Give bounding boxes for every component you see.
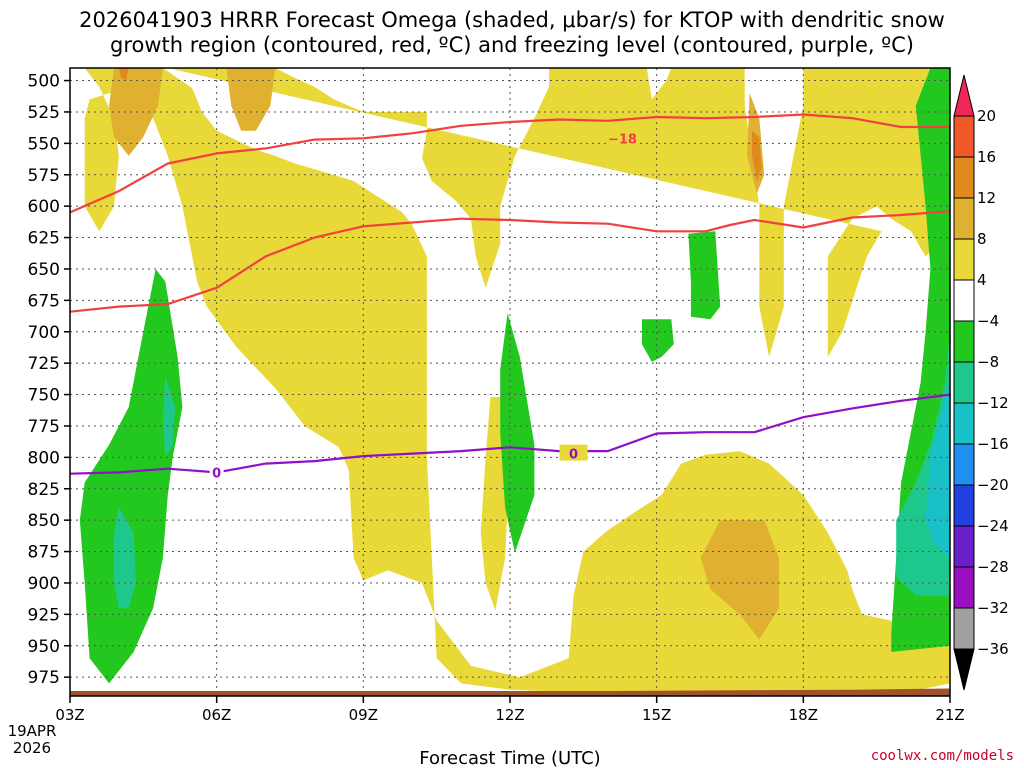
colorbar-swatch-6	[953, 320, 975, 363]
omega-neg8-to-neg12-left-b	[162, 375, 176, 458]
colorbar-label-7: −12	[977, 394, 1009, 412]
colorbar-swatch-13	[953, 607, 975, 650]
y-tick-label-775: 775	[28, 417, 60, 437]
y-tick-label-725: 725	[28, 354, 60, 374]
y-tick-label-500: 500	[28, 72, 60, 92]
y-tick-label-850: 850	[28, 511, 60, 531]
chart-title-line1: 2026041903 HRRR Forecast Omega (shaded, …	[79, 8, 945, 32]
y-tick-label-600: 600	[28, 197, 60, 217]
y-tick-label-650: 650	[28, 260, 60, 280]
colorbar-label-13: −36	[977, 640, 1009, 658]
y-tick-label-875: 875	[28, 543, 60, 563]
x-tick-label-21Z: 21Z	[935, 706, 964, 724]
y-tick-label-575: 575	[28, 166, 60, 186]
colorbar-bottom-arrow	[953, 648, 975, 691]
y-tick-label-625: 625	[28, 229, 60, 249]
colorbar-label-6: −8	[977, 353, 999, 371]
omega-shading-layer	[79, 68, 951, 696]
chart-title-line2: growth region (contoured, red, ºC) and f…	[110, 33, 914, 57]
x-tick-label-06Z: 06Z	[202, 706, 231, 724]
date-label-year: 2026	[13, 739, 51, 757]
colorbar-label-2: 12	[977, 189, 996, 207]
colorbar-label-0: 20	[977, 107, 996, 125]
colorbar-label-5: −4	[977, 312, 999, 330]
dendritic-top-isotherm-line	[69, 113, 950, 214]
omega-neg4-to-neg8-blob-b	[642, 319, 674, 362]
omega-neg12-to-neg16-right	[925, 382, 950, 558]
y-tick-label-925: 925	[28, 605, 60, 625]
colorbar-label-9: −20	[977, 476, 1009, 494]
omega-4-to-8-cloud-upper	[167, 68, 951, 357]
colorbar-swatch-3	[953, 197, 975, 240]
colorbar-swatch-5	[953, 279, 975, 322]
x-tick-label-12Z: 12Z	[495, 706, 524, 724]
credit-text[interactable]: coolwx.com/models	[871, 748, 1014, 764]
colorbar-swatch-10	[953, 484, 975, 527]
omega-8-to-12-region-b	[226, 68, 276, 131]
x-axis-label: Forecast Time (UTC)	[419, 748, 600, 768]
colorbar-swatch-2	[953, 156, 975, 199]
colorbar-label-3: 8	[977, 230, 987, 248]
colorbar-swatch-11	[953, 525, 975, 568]
y-tick-label-750: 750	[28, 386, 60, 406]
colorbar-label-8: −16	[977, 435, 1009, 453]
y-tick-label-675: 675	[28, 291, 60, 311]
dendritic-top-isotherm-label: −18	[608, 132, 637, 147]
dendritic-bottom-isotherm-line	[69, 210, 951, 313]
x-axis: 03Z 06Z 09Z 12Z 15Z 18Z 21Z	[55, 696, 965, 724]
ground-layer	[70, 688, 950, 696]
dendritic-top-isotherm-label-bg	[608, 129, 637, 146]
colorbar-label-10: −24	[977, 517, 1009, 535]
colorbar-swatch-4	[953, 238, 975, 281]
omega-neg4-to-neg8-left	[79, 269, 183, 684]
y-tick-label-975: 975	[28, 668, 60, 688]
x-tick-label-18Z: 18Z	[789, 706, 818, 724]
omega-neg4-to-neg8-blob-a	[688, 231, 721, 320]
y-tick-label-700: 700	[28, 323, 60, 343]
y-tick-label-525: 525	[28, 103, 60, 123]
x-tick-label-03Z: 03Z	[55, 706, 84, 724]
freezing-level-label: 0	[569, 448, 578, 463]
y-tick-label-825: 825	[28, 480, 60, 500]
y-tick-label-550: 550	[28, 134, 60, 154]
colorbar-swatch-8	[953, 402, 975, 445]
colorbar-swatch-12	[953, 566, 975, 609]
x-tick-label-09Z: 09Z	[349, 706, 378, 724]
freezing-level-label-0: 0	[212, 466, 221, 481]
y-tick-label-900: 900	[28, 574, 60, 594]
colorbar-label-1: 16	[977, 148, 996, 166]
colorbar-top-arrow	[953, 74, 975, 117]
omega-12-to-16-tip	[118, 68, 129, 81]
omega-neg4-to-neg8-mid	[500, 312, 535, 553]
contour-layer: −18 0 0	[69, 113, 951, 481]
colorbar: 20 16 12 8 4 −4 −8 −12 −16 −20 −24 −28 −32 −36	[953, 74, 1009, 691]
colorbar-label-12: −32	[977, 599, 1009, 617]
freezing-level-label-bg-0	[209, 464, 224, 480]
y-tick-label-950: 950	[28, 637, 60, 657]
omega-8-to-12-region-d	[700, 520, 779, 640]
colorbar-swatch-9	[953, 443, 975, 486]
colorbar-label-4: 4	[977, 271, 987, 289]
x-tick-label-15Z: 15Z	[642, 706, 671, 724]
ground-surface	[70, 688, 950, 696]
colorbar-label-11: −28	[977, 558, 1009, 576]
plot-area: −18 0 0	[69, 67, 951, 697]
freezing-level-label-bg	[559, 444, 588, 461]
y-axis: 500 525 550 575 600 625 650 675 700 725 750 775 800 8…	[28, 72, 70, 688]
grid-layer	[70, 68, 950, 696]
date-label-day: 19APR	[8, 722, 57, 740]
colorbar-swatch-7	[953, 361, 975, 404]
y-tick-label-800: 800	[28, 448, 60, 468]
colorbar-swatch-1	[953, 115, 975, 158]
